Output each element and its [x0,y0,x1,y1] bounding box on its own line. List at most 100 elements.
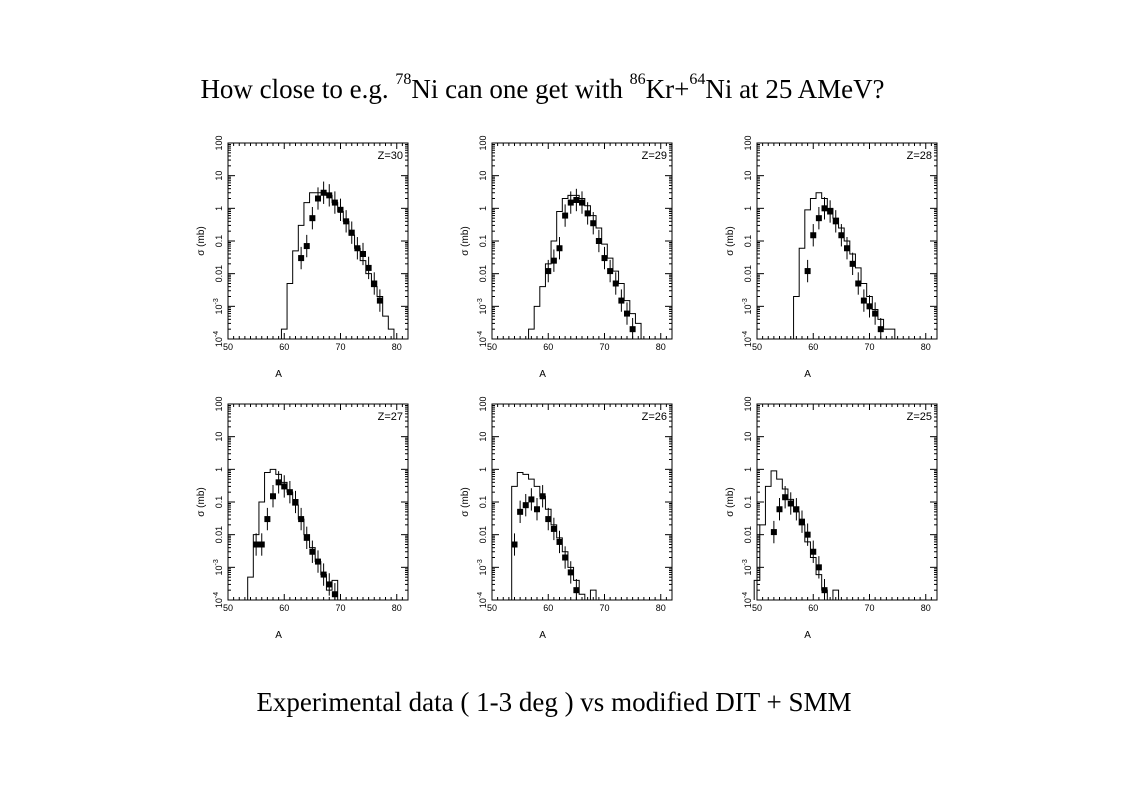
data-point [804,531,811,538]
y-tick-label: 10-4 [742,592,753,608]
y-tick-label: 0.1 [478,235,488,248]
y-tick-label: 10 [214,171,224,181]
x-tick-label: 50 [223,603,233,613]
slide-title: How close to e.g. 78Ni can one get with … [0,71,1085,105]
x-tick-label: 50 [752,342,762,352]
panel-z-29: 50 60 70 80 10-4 10-3 0.01 0.1 1 10 100 σ (mb) A Z=29 [460,135,673,380]
y-tick-label: 100 [214,396,224,411]
y-tick-label: 1 [214,206,224,211]
data-point [326,192,333,199]
x-axis-label: A [275,369,282,380]
title-superscript: 86 [629,71,646,88]
title-text: Ni can one get with [411,74,630,104]
data-point [320,189,327,196]
plot-frame [491,403,673,601]
panel-label: Z=28 [907,150,932,162]
x-tick-label: 80 [392,342,402,352]
panel-label: Z=29 [642,150,667,162]
data-point [799,518,805,525]
x-tick-label: 50 [223,342,233,352]
x-tick-label: 70 [864,603,874,613]
y-tick-label: 10-3 [213,559,224,575]
y-tick-label: 1 [478,206,488,211]
y-tick-label: 1 [743,467,753,472]
y-tick-label: 1 [214,467,224,472]
data-point [337,206,344,213]
data-point [595,238,602,244]
theory-histogram [506,471,597,601]
data-point [629,326,636,333]
data-point [866,303,873,310]
x-tick-label: 50 [752,603,762,613]
y-tick-label: 10-4 [742,331,753,347]
data-point [844,245,850,252]
data-point [810,548,817,555]
data-point [776,506,783,513]
x-axis-label: A [275,630,282,641]
data-point [872,310,879,317]
x-axis-label: A [539,630,546,641]
y-tick-label: 100 [743,135,753,150]
y-tick-label: 0.1 [478,496,488,509]
data-point [573,196,580,203]
x-tick-label: 50 [487,342,497,352]
data-point [815,215,822,222]
panel-z-30: 50 60 70 80 10-4 10-3 0.01 0.1 1 10 100 σ (mb) A Z=30 [196,135,409,380]
y-tick-label: 0.1 [743,496,753,509]
y-tick-label: 1 [478,467,488,472]
title-text: Kr+ [645,74,690,104]
data-point [326,581,333,588]
x-tick-label: 70 [335,603,345,613]
x-tick-label: 70 [599,342,609,352]
data-point [365,264,372,271]
x-tick-label: 60 [543,603,553,613]
y-tick-label: 0.01 [478,526,488,544]
data-point [298,516,305,523]
data-point [562,554,569,561]
y-tick-label: 0.01 [214,265,224,283]
data-point [258,541,265,548]
data-point [550,257,557,264]
plot-frame [491,142,673,340]
panel-z-26: 50 60 70 80 10-4 10-3 0.01 0.1 1 10 100 σ (mb) A Z=26 [460,396,673,641]
data-point [253,541,260,548]
y-tick-label: 10-3 [742,298,753,314]
y-tick-label: 10 [478,171,488,181]
y-tick-label: 0.1 [214,235,224,248]
panel-label: Z=27 [378,411,403,423]
y-tick-label: 10-3 [213,298,224,314]
data-point [298,255,305,262]
y-tick-label: 1 [743,206,753,211]
data-point [286,489,293,496]
y-tick-label: 100 [743,396,753,411]
data-point [793,506,800,513]
x-tick-label: 80 [392,603,402,613]
data-point [354,245,361,252]
data-point [309,548,316,555]
data-point [821,587,828,594]
data-point [567,569,574,576]
x-tick-label: 60 [808,342,818,352]
data-point [303,534,310,541]
data-point [360,250,366,257]
x-axis-label: A [539,369,546,380]
y-tick-label: 10 [743,171,753,181]
panel-z-27: 50 60 70 80 10-4 10-3 0.01 0.1 1 10 100 σ (mb) A Z=27 [196,396,409,641]
y-tick-label: 0.1 [743,235,753,248]
data-point [567,199,574,206]
plot-frame [227,142,409,340]
data-point [522,502,529,509]
y-tick-label: 10-3 [477,559,488,575]
y-tick-label: 0.01 [743,265,753,283]
data-point [787,500,794,507]
y-axis-label: σ (mb) [460,226,471,256]
data-point [782,494,789,501]
x-tick-label: 60 [808,603,818,613]
y-tick-label: 0.1 [214,496,224,509]
data-point [832,218,839,225]
data-point [590,220,597,227]
data-point [539,493,546,500]
y-tick-label: 0.01 [214,526,224,544]
data-point [855,280,862,287]
